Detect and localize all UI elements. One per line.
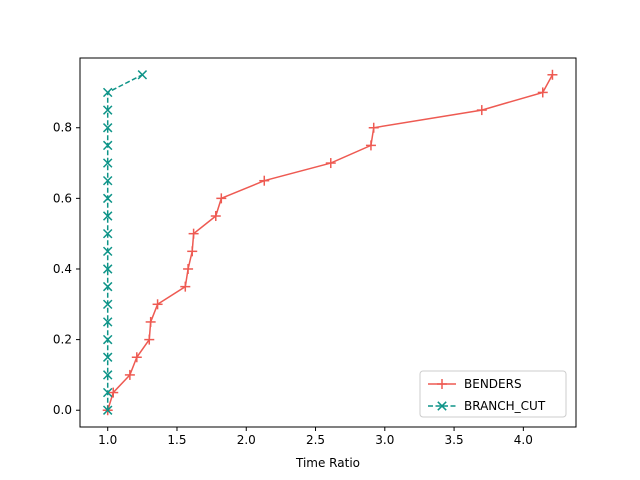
benders-point-2 (124, 369, 135, 380)
branch-cut-point-4 (102, 334, 113, 345)
benders-point-4 (144, 334, 155, 345)
branch-cut-point-5 (102, 317, 113, 327)
benders-point-3 (131, 352, 142, 363)
x-axis-label: Time Ratio (295, 456, 360, 470)
branch-cut-point-12 (102, 193, 113, 204)
x-tick-label-2: 2.0 (237, 433, 256, 447)
x-tick-label-5: 3.5 (445, 433, 464, 447)
branch-cut-point-19-b (137, 70, 148, 80)
y-tick-label-3: 0.6 (53, 191, 72, 205)
benders-point-11 (210, 211, 221, 222)
y-tick-label-1: 0.2 (53, 333, 72, 347)
benders-point-12 (216, 193, 227, 204)
branch-cut-point-9-b (102, 246, 113, 257)
benders-point-14 (325, 158, 336, 169)
branch-cut-point-11 (102, 211, 113, 221)
benders-point-19 (547, 69, 558, 80)
y-tick-label-4: 0.8 (53, 121, 72, 135)
branch-cut-point-17-b (102, 105, 113, 115)
branch-cut-point-6-b (102, 299, 113, 310)
branch-cut-point-5-b (102, 317, 113, 327)
branch-cut-point-13 (102, 175, 113, 186)
branch-cut-point-15 (102, 140, 113, 151)
branch-cut-point-2-b (102, 370, 113, 380)
branch-cut-point-16 (102, 123, 113, 133)
branch-cut-point-0 (102, 405, 113, 415)
legend-marker-branch-cut-b (437, 401, 447, 411)
benders-point-15 (365, 140, 376, 151)
branch-cut-point-19 (137, 70, 148, 80)
branch-cut-point-10-b (102, 228, 113, 239)
branch-cut-line (106, 74, 143, 411)
branch-cut-point-13-b (102, 175, 113, 186)
x-tick-label-1: 1.5 (167, 433, 186, 447)
branch-cut-point-16-b (102, 123, 113, 133)
branch-cut-point-0-b (102, 405, 113, 415)
branch-cut-point-15-b (102, 140, 113, 151)
branch-cut-point-18 (102, 87, 113, 98)
branch-cut-point-14 (102, 158, 113, 168)
y-tick-label-2: 0.4 (53, 262, 72, 276)
branch-cut-point-7-b (102, 281, 113, 292)
benders-point-10 (188, 228, 199, 239)
branch-cut-point-1-b (102, 387, 113, 398)
benders-point-17 (476, 105, 487, 116)
y-tick-label-0: 0.0 (53, 403, 72, 417)
x-tick-label-3: 2.5 (306, 433, 325, 447)
legend: BENDERS BRANCH_CUT (419, 370, 567, 418)
benders-point-6 (152, 299, 163, 310)
branch-cut-point-3-b (102, 352, 113, 362)
branch-cut-point-18-b (102, 87, 113, 98)
x-tick-label-4: 3.0 (375, 433, 394, 447)
branch-cut-point-6 (102, 299, 113, 310)
x-tick-label-0: 1.0 (98, 433, 117, 447)
branch-cut-point-8 (102, 264, 113, 274)
branch-cut-point-14-b (102, 158, 113, 168)
benders-point-5 (145, 316, 156, 327)
branch-cut-point-12-b (102, 193, 113, 204)
x-axis: 1.0 1.5 2.0 2.5 3.0 3.5 4.0 (98, 427, 533, 447)
legend-label-benders: BENDERS (464, 377, 522, 391)
benders-point-13 (259, 175, 270, 186)
benders-point-8 (183, 263, 194, 274)
legend-label-branch-cut: BRANCH_CUT (464, 399, 546, 413)
plot-series (102, 69, 558, 416)
branch-cut-point-17 (102, 105, 113, 115)
benders-point-18 (537, 87, 548, 98)
benders-point-1 (108, 387, 119, 398)
branch-cut-point-4-b (102, 334, 113, 345)
branch-cut-point-11-b (102, 211, 113, 221)
x-tick-label-6: 4.0 (514, 433, 533, 447)
benders-point-7 (180, 281, 191, 292)
legend-marker-benders (437, 379, 447, 389)
benders-point-16 (368, 122, 379, 133)
y-axis: 0.0 0.2 0.4 0.6 0.8 (53, 121, 80, 417)
branch-cut-point-9 (102, 246, 113, 257)
legend-marker-branch-cut (437, 401, 447, 411)
branch-cut-point-1 (102, 387, 113, 398)
branch-cut-point-10 (102, 228, 113, 239)
plot-frame (79, 57, 577, 428)
benders-point-9 (187, 246, 198, 257)
branch-cut-point-2 (102, 370, 113, 380)
branch-cut-point-8-b (102, 264, 113, 274)
legend-box (419, 370, 567, 418)
branch-cut-point-7 (102, 281, 113, 292)
branch-cut-point-3 (102, 352, 113, 362)
